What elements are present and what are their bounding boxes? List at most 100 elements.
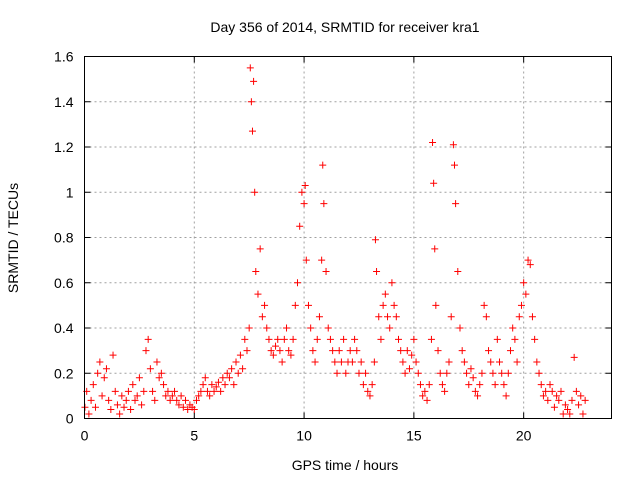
data-point xyxy=(351,335,359,343)
data-point xyxy=(346,347,354,355)
data-point xyxy=(561,401,569,409)
data-point xyxy=(431,245,439,253)
data-point xyxy=(245,324,253,332)
data-point xyxy=(377,335,385,343)
data-point xyxy=(408,351,416,359)
data-point xyxy=(111,387,119,395)
data-point xyxy=(274,335,282,343)
data-point xyxy=(105,396,113,404)
data-point xyxy=(333,369,341,377)
data-point xyxy=(230,381,238,389)
data-point xyxy=(265,335,273,343)
data-point xyxy=(300,200,308,208)
data-point xyxy=(267,347,275,355)
data-point xyxy=(206,392,214,400)
data-point xyxy=(192,396,200,404)
data-point xyxy=(219,374,227,382)
data-point xyxy=(318,256,326,264)
data-point xyxy=(401,369,409,377)
data-point xyxy=(515,313,523,321)
data-point xyxy=(419,392,427,400)
data-point xyxy=(251,188,259,196)
data-point xyxy=(502,392,510,400)
data-point xyxy=(450,161,458,169)
data-point xyxy=(234,369,242,377)
data-point xyxy=(109,351,117,359)
data-point xyxy=(140,387,148,395)
data-point xyxy=(285,347,293,355)
data-point xyxy=(182,396,190,404)
data-point xyxy=(160,381,168,389)
data-point xyxy=(131,396,139,404)
data-point xyxy=(278,358,286,366)
data-point xyxy=(485,347,493,355)
data-point xyxy=(353,347,361,355)
data-point xyxy=(313,335,321,343)
data-point xyxy=(142,347,150,355)
data-point xyxy=(212,383,220,391)
data-point xyxy=(522,290,530,298)
data-point xyxy=(247,98,255,106)
data-point xyxy=(403,347,411,355)
data-point xyxy=(203,387,211,395)
data-point xyxy=(199,381,207,389)
data-point xyxy=(548,387,556,395)
data-point xyxy=(371,236,379,244)
data-point xyxy=(151,396,159,404)
data-point xyxy=(476,381,484,389)
data-point xyxy=(309,347,317,355)
data-point xyxy=(153,358,161,366)
data-point xyxy=(120,403,128,411)
data-point xyxy=(535,369,543,377)
data-point xyxy=(228,365,236,373)
data-point xyxy=(239,365,247,373)
data-point xyxy=(581,396,589,404)
data-point xyxy=(553,392,561,400)
data-point xyxy=(524,256,532,264)
data-point xyxy=(276,347,284,355)
data-point xyxy=(533,358,541,366)
data-point xyxy=(252,267,260,275)
data-point xyxy=(471,387,479,395)
data-point xyxy=(544,396,552,404)
data-point xyxy=(164,387,172,395)
data-point xyxy=(197,387,205,395)
data-point xyxy=(272,342,280,350)
data-point xyxy=(427,335,435,343)
data-point xyxy=(469,374,477,382)
data-point xyxy=(395,335,403,343)
data-point xyxy=(449,141,457,149)
data-point xyxy=(241,335,249,343)
data-point xyxy=(438,381,446,389)
data-point xyxy=(550,403,558,411)
data-point xyxy=(421,387,429,395)
data-point xyxy=(443,369,451,377)
data-point xyxy=(513,358,521,366)
data-point xyxy=(410,335,418,343)
data-point xyxy=(116,410,124,418)
data-point xyxy=(320,200,328,208)
data-point xyxy=(480,301,488,309)
data-point xyxy=(564,405,572,413)
data-point xyxy=(280,335,288,343)
data-point xyxy=(96,358,104,366)
data-point xyxy=(91,403,99,411)
data-point xyxy=(399,358,407,366)
data-point xyxy=(463,369,471,377)
data-point xyxy=(557,387,565,395)
data-point xyxy=(460,358,468,366)
data-points xyxy=(81,64,589,418)
tick-labels: 0 0.2 0.4 0.6 0.8 1 1.2 1.4 1.6 0 5 10 15 20 xyxy=(54,49,532,444)
data-point xyxy=(340,335,348,343)
data-point xyxy=(348,358,356,366)
data-point xyxy=(528,313,536,321)
data-point xyxy=(269,351,277,359)
data-point xyxy=(390,301,398,309)
data-point xyxy=(331,358,339,366)
data-point xyxy=(122,396,130,404)
data-point xyxy=(261,301,269,309)
data-point xyxy=(190,405,198,413)
data-point xyxy=(283,324,291,332)
data-point xyxy=(293,279,301,287)
